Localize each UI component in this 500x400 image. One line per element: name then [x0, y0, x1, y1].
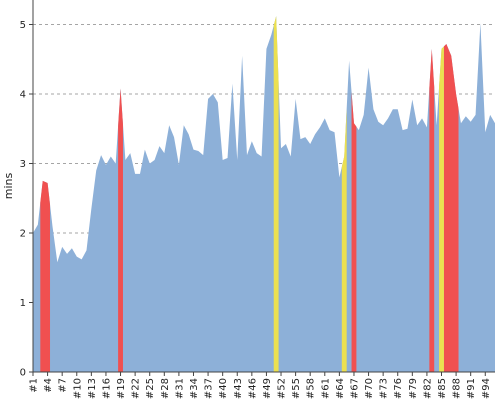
x-tick-label: #52 — [277, 378, 288, 399]
y-tick-label: 0 — [20, 368, 26, 379]
y-tick-labels: 0 1 2 3 4 5 — [20, 20, 33, 379]
highlight-bands — [40, 16, 459, 373]
x-tick-label: #25 — [145, 378, 156, 399]
x-tick-label: #28 — [160, 378, 171, 399]
highlight-band — [118, 88, 123, 372]
x-tick-label: #4 — [43, 378, 54, 393]
x-tick-label: #40 — [218, 378, 229, 399]
x-tick-label: #76 — [393, 378, 404, 399]
x-tick-label: #34 — [189, 378, 200, 399]
series-area-fill — [33, 16, 495, 372]
x-tick-label: #70 — [364, 378, 375, 399]
x-tick-label: #73 — [379, 378, 390, 399]
x-tick-label: #7 — [58, 378, 69, 393]
x-tick-label: #46 — [247, 378, 258, 399]
highlight-band — [341, 108, 347, 372]
x-tick-label: #1 — [29, 378, 40, 393]
x-tick-label: #16 — [101, 378, 112, 399]
x-tick-label: #64 — [335, 378, 346, 399]
x-tick-label: #10 — [72, 378, 83, 399]
x-tick-label: #79 — [408, 378, 419, 399]
series-area — [33, 16, 495, 372]
x-tick-label: #49 — [262, 378, 273, 399]
x-tick-label: #55 — [291, 378, 302, 399]
axes — [32, 0, 495, 373]
highlight-band — [40, 180, 51, 372]
x-tick-label: #58 — [306, 378, 317, 399]
x-tick-label: #85 — [437, 378, 448, 399]
y-tick-label: 3 — [20, 159, 26, 170]
x-tick-label: #31 — [174, 378, 185, 399]
x-tick-label: #37 — [204, 378, 215, 399]
y-tick-label: 5 — [20, 20, 26, 31]
x-tick-label: #22 — [131, 378, 142, 399]
x-tick-label: #13 — [87, 378, 98, 399]
x-tick-label: #43 — [233, 378, 244, 399]
x-tick-label: #82 — [422, 378, 433, 399]
x-tick-label: #94 — [481, 378, 492, 399]
highlight-band — [273, 16, 279, 372]
highlight-band — [443, 43, 459, 373]
highlight-band — [429, 48, 435, 372]
y-tick-label: 4 — [20, 90, 26, 101]
y-tick-label: 1 — [20, 298, 26, 309]
x-tick-label: #61 — [320, 378, 331, 399]
highlight-band — [439, 46, 444, 372]
x-tick-label: #19 — [116, 378, 127, 399]
y-tick-label: 2 — [20, 229, 26, 240]
x-tick-labels: #1 #4 #7 #10 #13 #16 #19 #22 #25 #28 #31 #34 #37 #40 #… — [29, 372, 492, 399]
x-tick-label: #67 — [349, 378, 360, 399]
x-tick-label: #91 — [466, 378, 477, 399]
highlight-band — [351, 91, 357, 372]
y-axis-title: mins — [2, 172, 15, 199]
x-tick-label: #88 — [452, 378, 463, 399]
